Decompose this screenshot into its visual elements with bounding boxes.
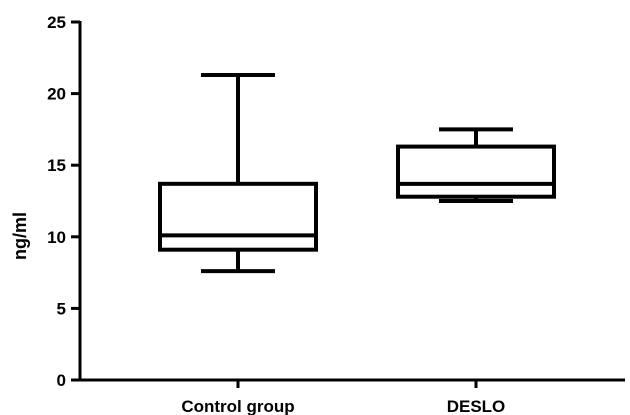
y-tick-label-10: 10 — [47, 228, 66, 247]
boxes — [158, 72, 556, 274]
box-1 — [396, 127, 556, 203]
x-tick-label-1: DESLO — [447, 397, 506, 415]
y-tick-label-25: 25 — [47, 13, 66, 32]
iqr-box-0 — [158, 181, 318, 252]
y-tick-label-15: 15 — [47, 156, 66, 175]
y-tick-label-5: 5 — [57, 299, 66, 318]
x-axis: Control group DESLO — [78, 378, 625, 415]
x-tick-label-0: Control group — [181, 397, 294, 415]
y-axis: 0 5 10 15 20 25 — [47, 13, 82, 390]
box-0 — [158, 72, 318, 274]
iqr-box-1 — [396, 144, 556, 199]
y-axis-label: ng/ml — [10, 212, 30, 260]
y-tick-label-0: 0 — [57, 371, 66, 390]
y-tick-label-20: 20 — [47, 85, 66, 104]
